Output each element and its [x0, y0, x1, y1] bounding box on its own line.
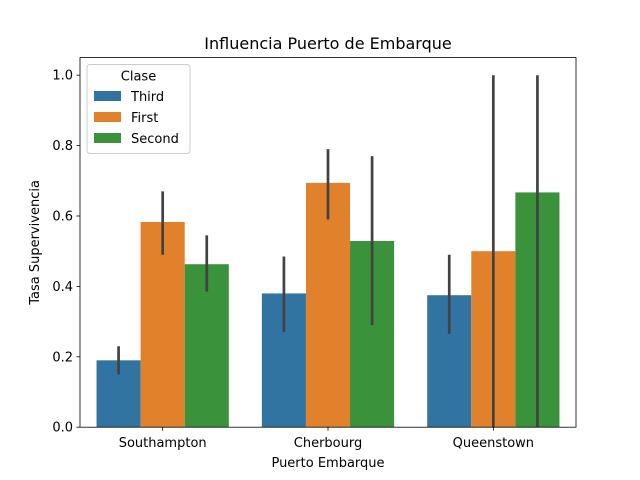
x-axis-label: Puerto Embarque — [271, 456, 384, 471]
y-tick-label: 0.2 — [52, 350, 73, 365]
error-bars-layer — [117, 75, 539, 428]
legend-items: Third First Second — [94, 90, 179, 147]
bar-first-southampton — [140, 221, 185, 428]
x-tick-label: Southampton — [119, 436, 207, 451]
legend-label-third: Third — [130, 90, 164, 105]
legend-swatch-first — [94, 112, 121, 122]
y-tick-label: 0.4 — [52, 280, 73, 295]
legend-label-first: First — [131, 111, 158, 126]
legend-label-second: Second — [131, 132, 179, 147]
x-tick-label: Cherbourg — [294, 436, 362, 451]
bar-first-cherbourg — [305, 182, 351, 428]
y-tick-label: 1.0 — [52, 69, 73, 84]
legend: Clase Third First Second — [86, 64, 191, 154]
chart-title: Influencia Puerto de Embarque — [204, 34, 451, 53]
x-tick-label: Queenstown — [453, 436, 534, 451]
legend-swatch-third — [94, 91, 121, 101]
legend-box — [86, 64, 191, 154]
y-tick-label: 0.8 — [52, 139, 73, 154]
x-axis: Southampton Cherbourg Queenstown — [119, 427, 534, 451]
y-tick-label: 0.6 — [52, 210, 73, 225]
legend-title: Clase — [121, 70, 156, 85]
y-axis: 0.0 0.2 0.4 0.6 0.8 1.0 — [52, 69, 80, 436]
y-axis-label: Tasa Supervivencia — [28, 180, 43, 306]
y-tick-label: 0.0 — [52, 421, 73, 436]
legend-swatch-second — [94, 133, 121, 143]
